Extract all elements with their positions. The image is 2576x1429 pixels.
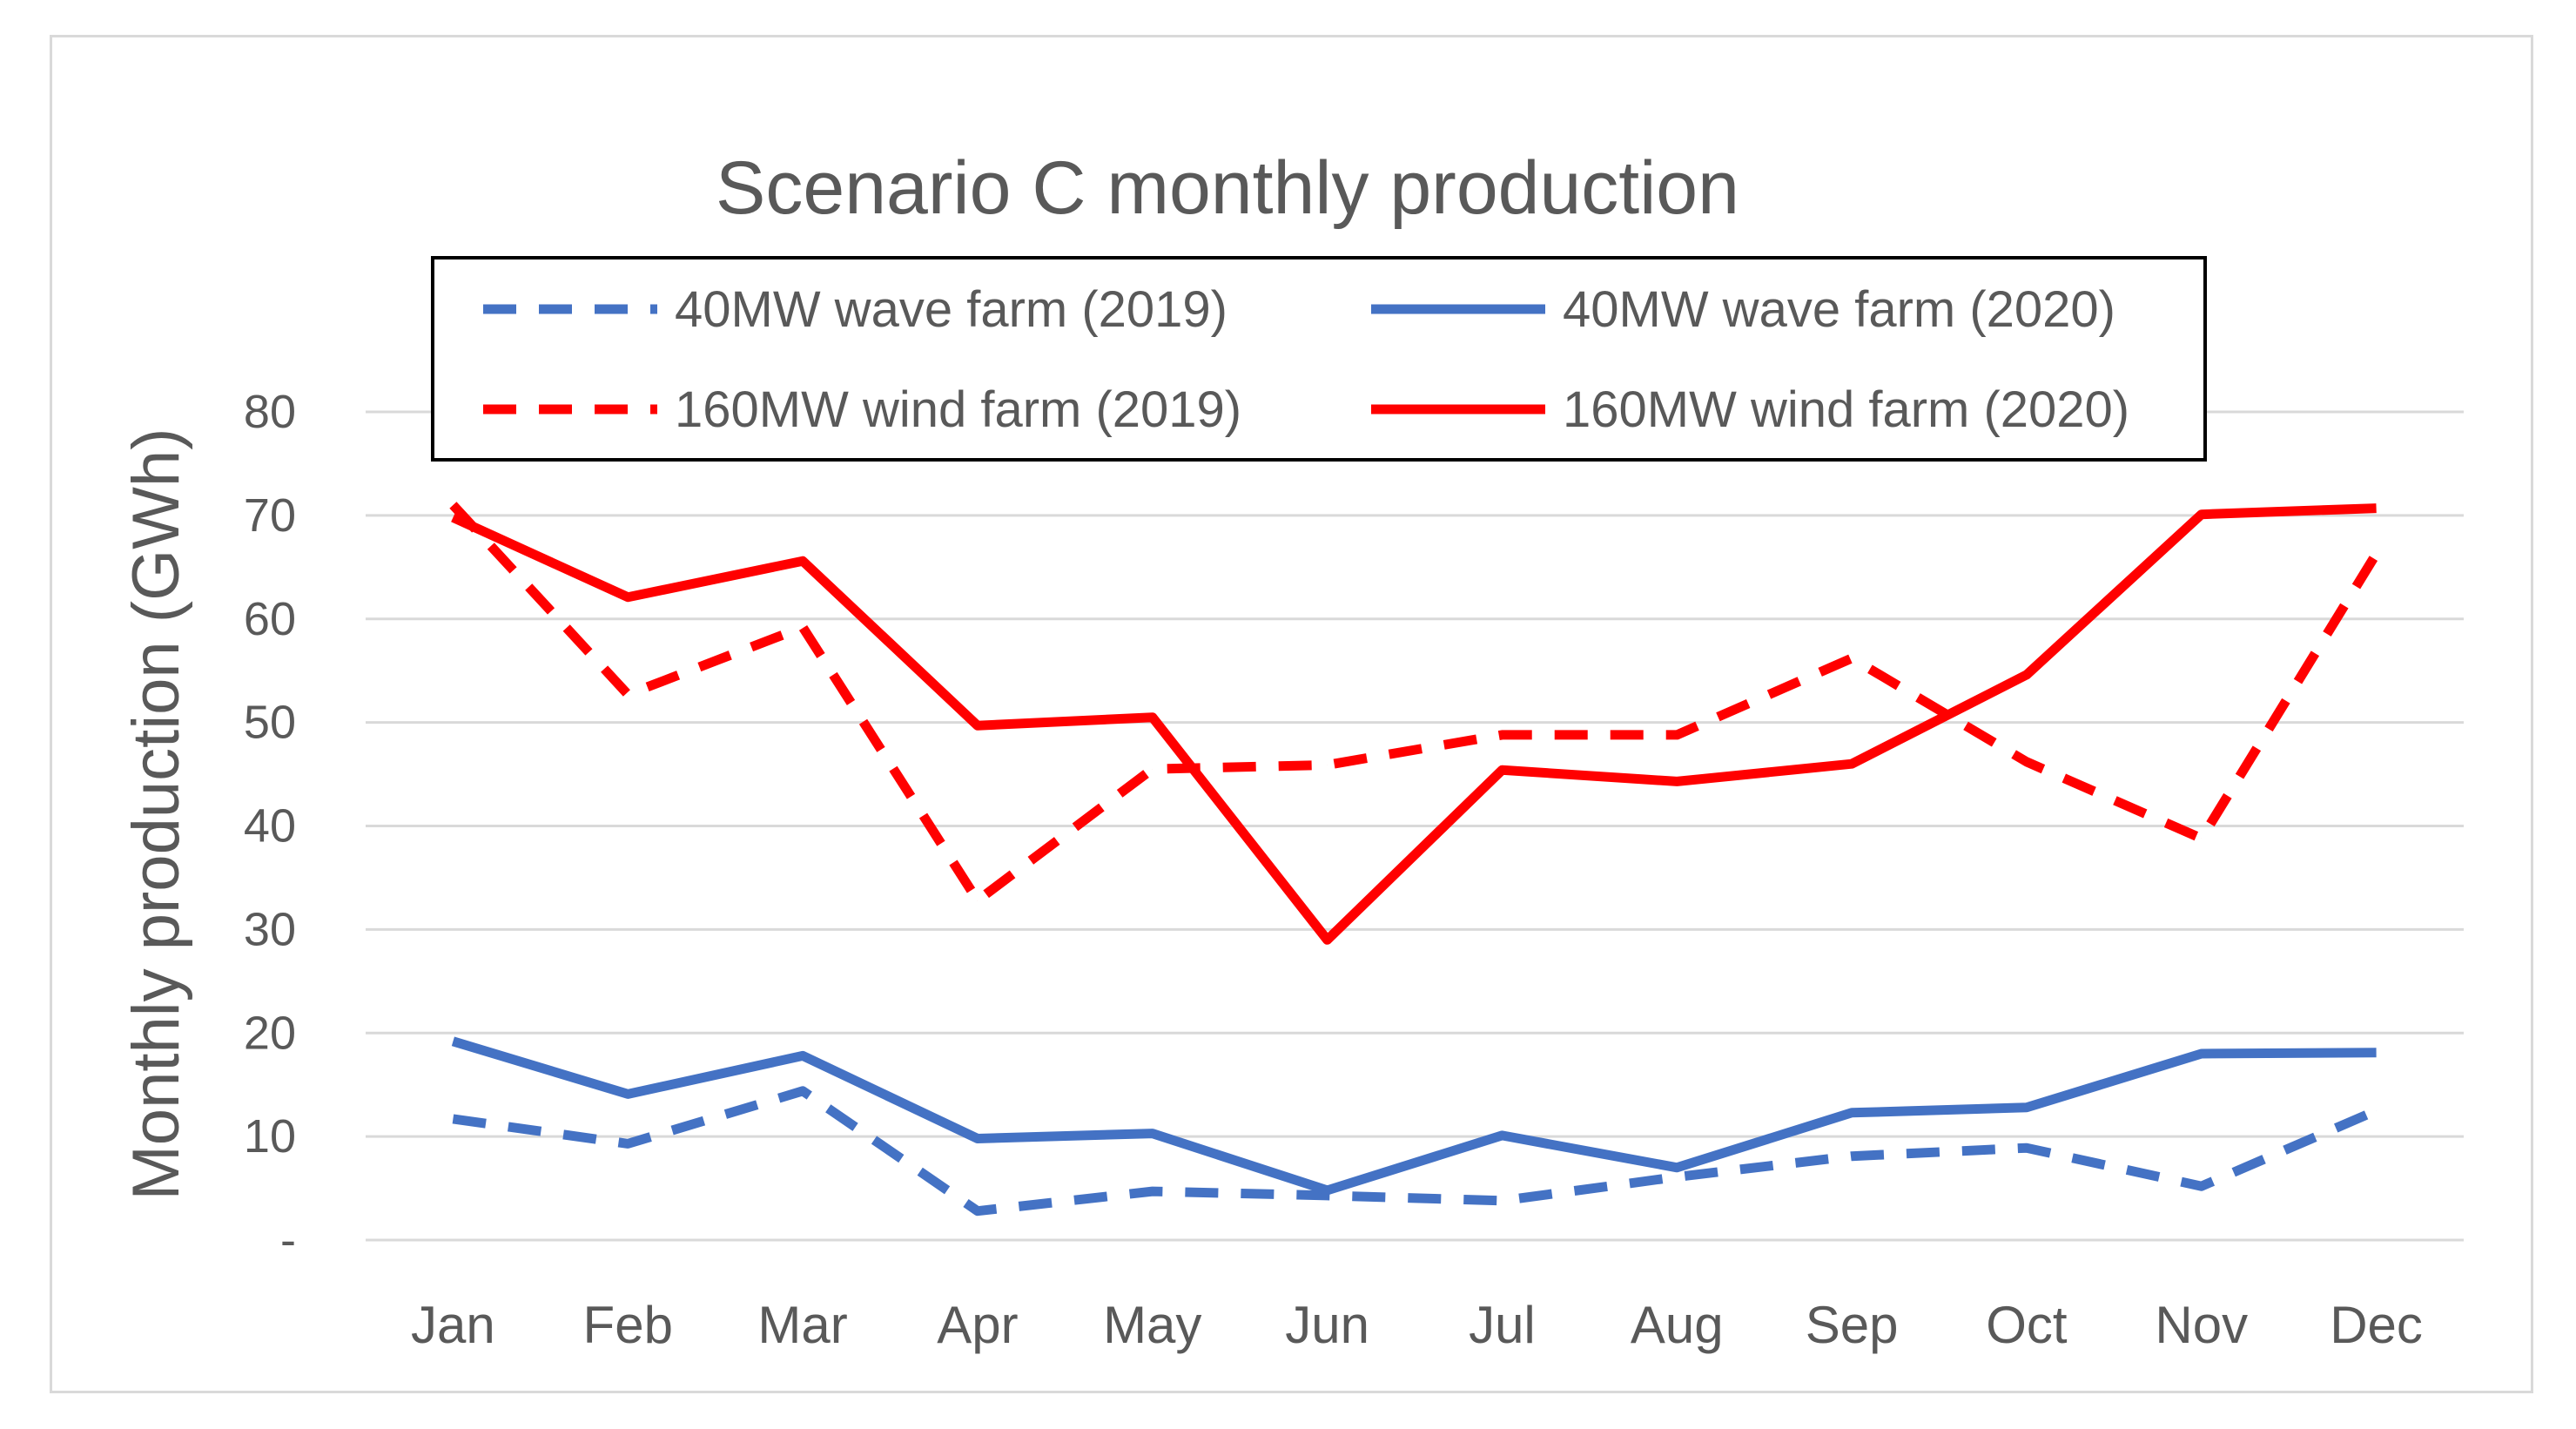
y-tick-label: 10: [244, 1110, 296, 1163]
y-tick-label: -: [280, 1214, 296, 1266]
y-axis-label: Monthly production (GWh): [119, 428, 193, 1201]
series-line-3: [451, 503, 2377, 945]
x-tick-label: Mar: [757, 1296, 847, 1354]
x-tick-label: Jan: [411, 1296, 495, 1354]
legend-label: 160MW wind farm (2020): [1563, 381, 2129, 438]
series-line-1: [451, 1036, 2377, 1196]
x-tick-label: Sep: [1806, 1296, 1899, 1354]
y-tick-label: 30: [244, 903, 296, 955]
legend-label: 40MW wave farm (2020): [1563, 281, 2115, 338]
gridlines: [366, 410, 2464, 1242]
x-tick-label: May: [1103, 1296, 1201, 1354]
legend-box: [431, 256, 2207, 462]
x-tick-label: Dec: [2330, 1296, 2423, 1354]
chart-title: Scenario C monthly production: [716, 146, 1739, 230]
x-tick-label: Apr: [937, 1296, 1018, 1354]
x-tick-label: Jun: [1285, 1296, 1369, 1354]
series-line-0: [452, 1086, 2378, 1217]
x-tick-label: Feb: [583, 1296, 673, 1354]
legend-label: 40MW wave farm (2019): [675, 281, 1227, 338]
y-tick-label: 60: [244, 593, 296, 645]
x-tick-label: Aug: [1631, 1296, 1724, 1354]
x-tick-label: Jul: [1469, 1296, 1536, 1354]
y-tick-label: 80: [244, 386, 296, 438]
series-line-2: [449, 502, 2381, 906]
legend: 40MW wave farm (2019) 40MW wave farm (202…: [431, 256, 2207, 462]
x-tick-label: Nov: [2155, 1296, 2248, 1354]
y-tick-label: 20: [244, 1007, 296, 1059]
y-axis-ticks: - 10 20 30 40 50 60 70 80: [244, 386, 296, 1266]
series-lines: [449, 502, 2381, 1217]
y-tick-label: 70: [244, 489, 296, 542]
y-tick-label: 50: [244, 697, 296, 749]
x-axis-ticks: Jan Feb Mar Apr May Jun Jul Aug Sep Oct Nov Dec: [411, 1296, 2423, 1354]
y-tick-label: 40: [244, 800, 296, 853]
legend-label: 160MW wind farm (2019): [675, 381, 1241, 438]
x-tick-label: Oct: [1986, 1296, 2068, 1354]
